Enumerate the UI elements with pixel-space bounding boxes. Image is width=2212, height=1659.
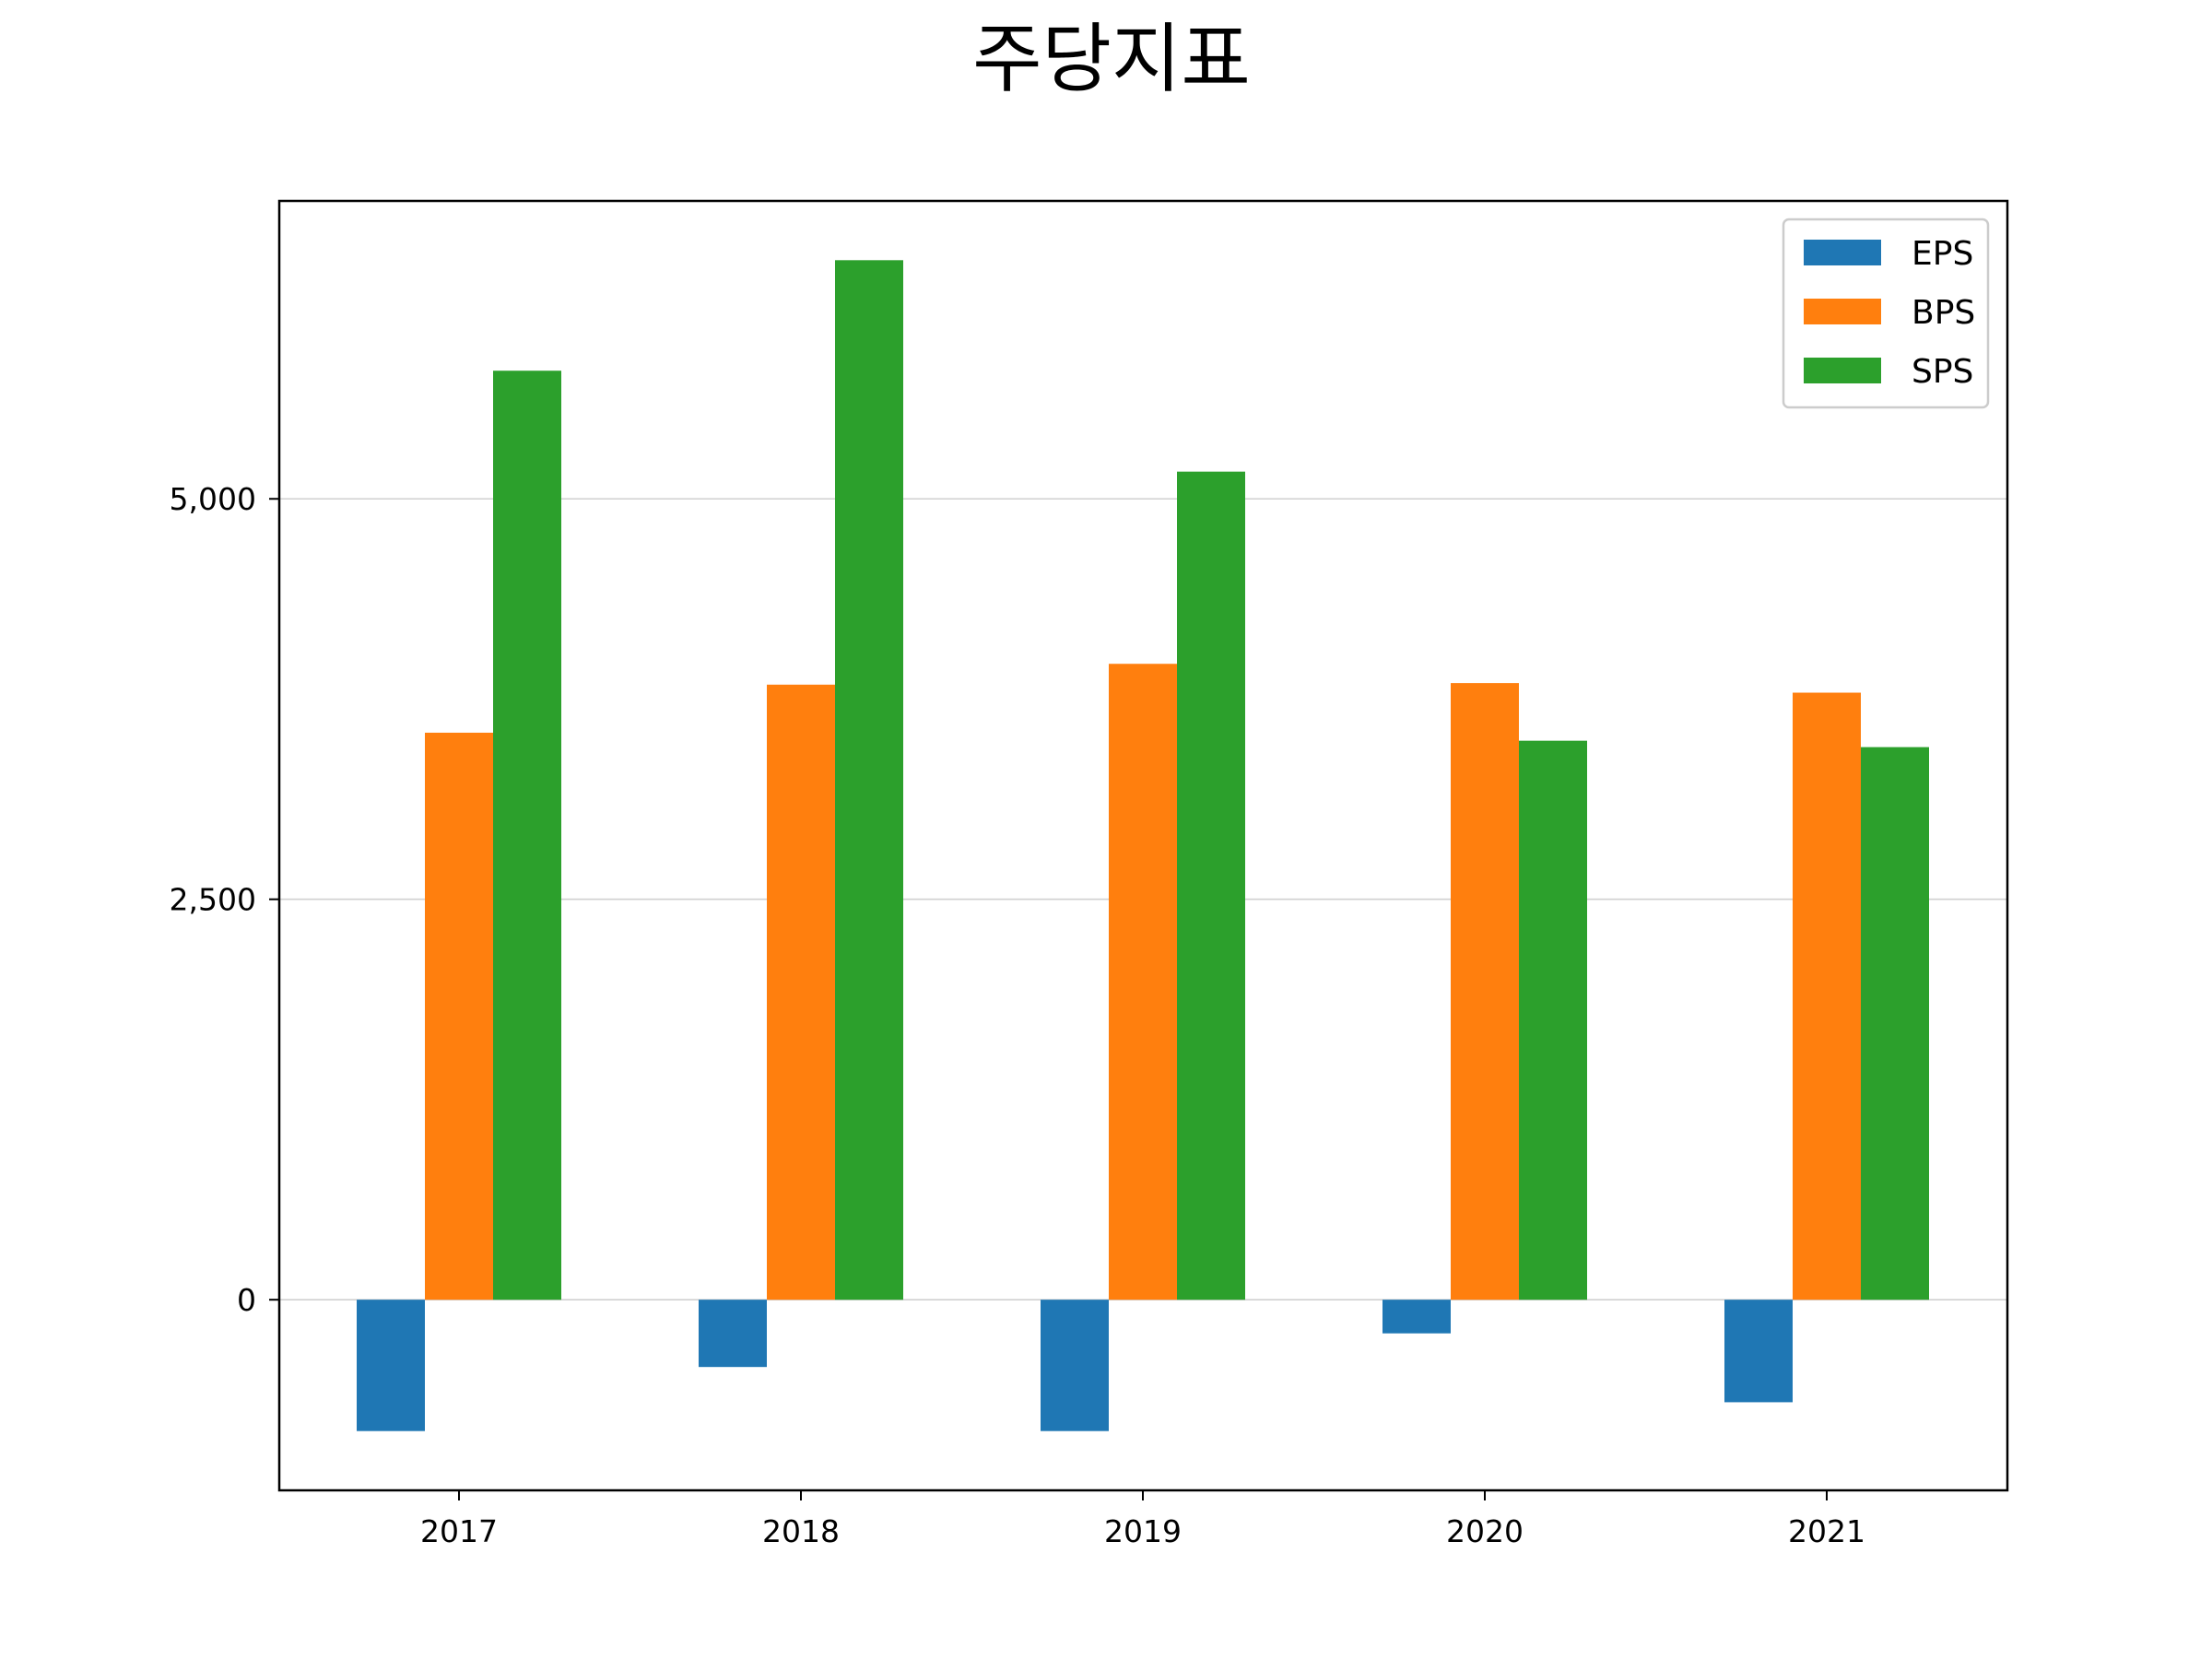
- y-tick-label: 2,500: [170, 882, 256, 918]
- bar-sps-2021: [1861, 747, 1929, 1300]
- bar-sps-2017: [493, 371, 561, 1300]
- plot-area: 0 2,500 5,000 2017 2018 2019 2020 2021: [170, 199, 2009, 1549]
- legend-label-eps: EPS: [1912, 235, 1973, 273]
- bar-eps-2020: [1382, 1300, 1451, 1334]
- bar-eps-2019: [1041, 1300, 1109, 1431]
- legend-swatch-sps: [1804, 358, 1881, 383]
- bar-bps-2017: [425, 732, 493, 1300]
- bar-sps-2020: [1519, 740, 1587, 1300]
- x-axis: 2017 2018 2019 2020 2021: [420, 1490, 1865, 1549]
- chart-title: 주당지표: [972, 16, 1251, 103]
- bars: [357, 260, 1929, 1431]
- y-axis: 0 2,500 5,000: [170, 481, 279, 1318]
- bar-sps-2018: [835, 260, 903, 1300]
- legend-label-bps: BPS: [1912, 294, 1975, 332]
- bar-eps-2018: [699, 1300, 767, 1368]
- bar-sps-2019: [1177, 471, 1245, 1300]
- x-tick-label: 2021: [1788, 1513, 1865, 1549]
- bar-bps-2019: [1109, 664, 1177, 1300]
- legend-label-sps: SPS: [1912, 353, 1973, 391]
- legend-swatch-bps: [1804, 299, 1881, 324]
- bar-eps-2021: [1724, 1300, 1793, 1403]
- y-tick-label: 5,000: [170, 481, 256, 517]
- bar-eps-2017: [357, 1300, 425, 1431]
- bar-bps-2020: [1451, 683, 1519, 1300]
- x-tick-label: 2019: [1104, 1513, 1182, 1549]
- bar-bps-2021: [1793, 692, 1861, 1300]
- x-tick-label: 2017: [420, 1513, 498, 1549]
- legend-swatch-eps: [1804, 240, 1881, 265]
- y-tick-label: 0: [237, 1282, 256, 1318]
- legend: EPS BPS SPS: [1782, 218, 1990, 409]
- bar-bps-2018: [767, 684, 835, 1300]
- x-tick-label: 2018: [762, 1513, 840, 1549]
- x-tick-label: 2020: [1446, 1513, 1524, 1549]
